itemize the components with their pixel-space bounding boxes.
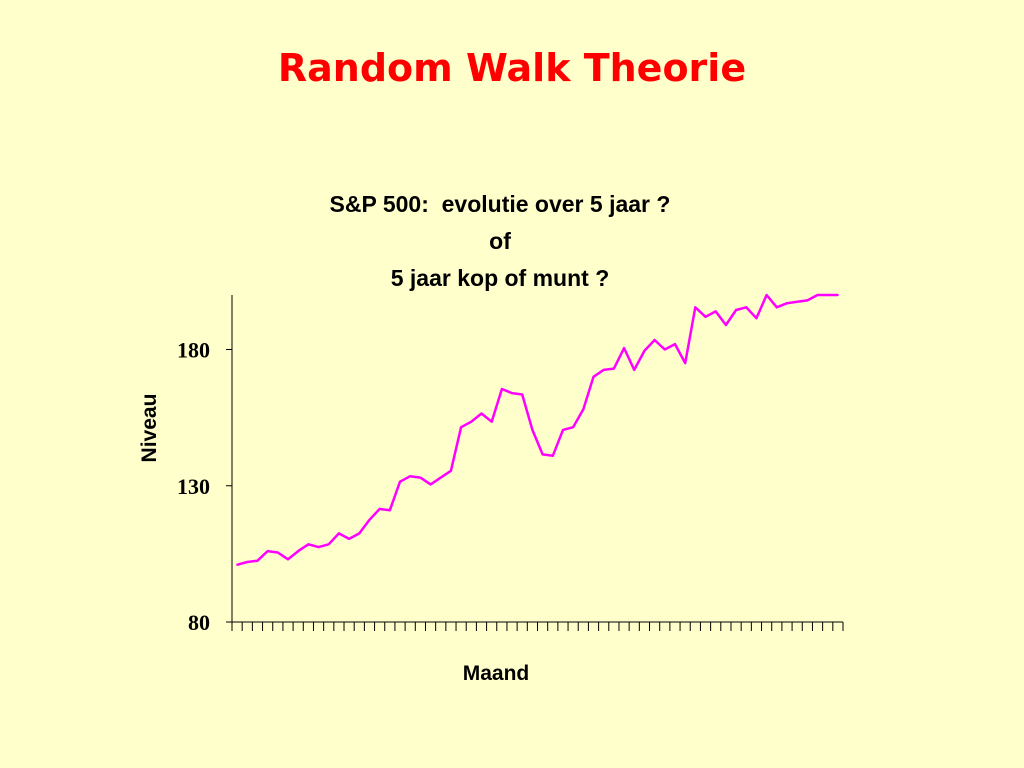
data-point	[317, 546, 320, 549]
data-point	[735, 309, 738, 311]
data-point	[623, 347, 626, 350]
data-point	[378, 507, 381, 510]
chart-title-line-2: of	[489, 228, 511, 254]
data-point	[633, 368, 636, 371]
y-tick-label: 80	[188, 610, 210, 635]
data-point	[266, 550, 269, 553]
data-point	[521, 393, 524, 396]
data-point	[745, 306, 748, 309]
data-point	[480, 412, 483, 415]
data-point	[786, 302, 788, 305]
series-line	[236, 293, 838, 567]
data-point	[765, 294, 768, 296]
data-point	[439, 476, 442, 479]
y-ticks: 80 130 180	[177, 338, 232, 635]
data-point	[541, 453, 544, 456]
data-point	[674, 343, 676, 346]
data-point	[460, 426, 463, 429]
data-point	[724, 324, 727, 326]
data-point	[419, 476, 422, 479]
data-point	[714, 310, 717, 313]
y-tick-label: 180	[177, 338, 210, 363]
data-point	[388, 509, 391, 512]
y-axis-label: Niveau	[138, 394, 161, 463]
data-point	[470, 420, 473, 423]
data-point	[337, 532, 340, 535]
slide-title: Random Walk Theorie	[277, 46, 747, 90]
data-point	[449, 469, 452, 472]
data-point	[490, 420, 493, 423]
data-point	[348, 537, 351, 540]
data-point	[826, 294, 829, 296]
data-point	[572, 426, 575, 429]
data-point	[836, 294, 839, 296]
data-point	[500, 388, 503, 390]
data-point	[246, 561, 249, 563]
x-ticks	[231, 622, 844, 631]
data-points	[236, 294, 839, 566]
data-point	[582, 408, 585, 411]
data-point	[256, 559, 259, 562]
data-point	[409, 475, 412, 478]
data-point	[358, 532, 361, 535]
data-point	[704, 315, 707, 318]
data-point	[643, 349, 646, 352]
data-point	[551, 454, 554, 457]
data-point	[612, 367, 615, 370]
data-point	[399, 480, 401, 483]
chart-title: S&P 500: evolutie over 5 jaar ? of 5 jaa…	[260, 186, 740, 297]
data-point	[755, 317, 758, 320]
data-point	[653, 339, 656, 341]
data-point	[796, 300, 799, 303]
data-point	[806, 299, 809, 302]
data-point	[592, 375, 595, 378]
y-tick-label: 130	[177, 474, 210, 499]
data-point	[684, 362, 687, 365]
data-point	[327, 543, 330, 546]
data-point	[694, 306, 697, 309]
data-point	[602, 368, 605, 371]
data-point	[276, 551, 279, 554]
data-point	[663, 348, 666, 351]
data-point	[236, 563, 239, 566]
data-point	[562, 428, 564, 431]
data-point	[531, 428, 534, 431]
data-point	[287, 558, 289, 561]
x-axis-label: Maand	[463, 662, 530, 685]
data-point	[368, 518, 371, 521]
data-point	[297, 550, 300, 553]
chart-title-line-1: S&P 500: evolutie over 5 jaar ?	[329, 191, 671, 217]
data-point	[511, 392, 513, 395]
data-point	[429, 483, 432, 486]
data-point	[775, 306, 778, 309]
data-point	[307, 543, 310, 546]
chart-title-line-3: 5 jaar kop of munt ?	[390, 265, 610, 291]
data-point	[816, 294, 819, 296]
